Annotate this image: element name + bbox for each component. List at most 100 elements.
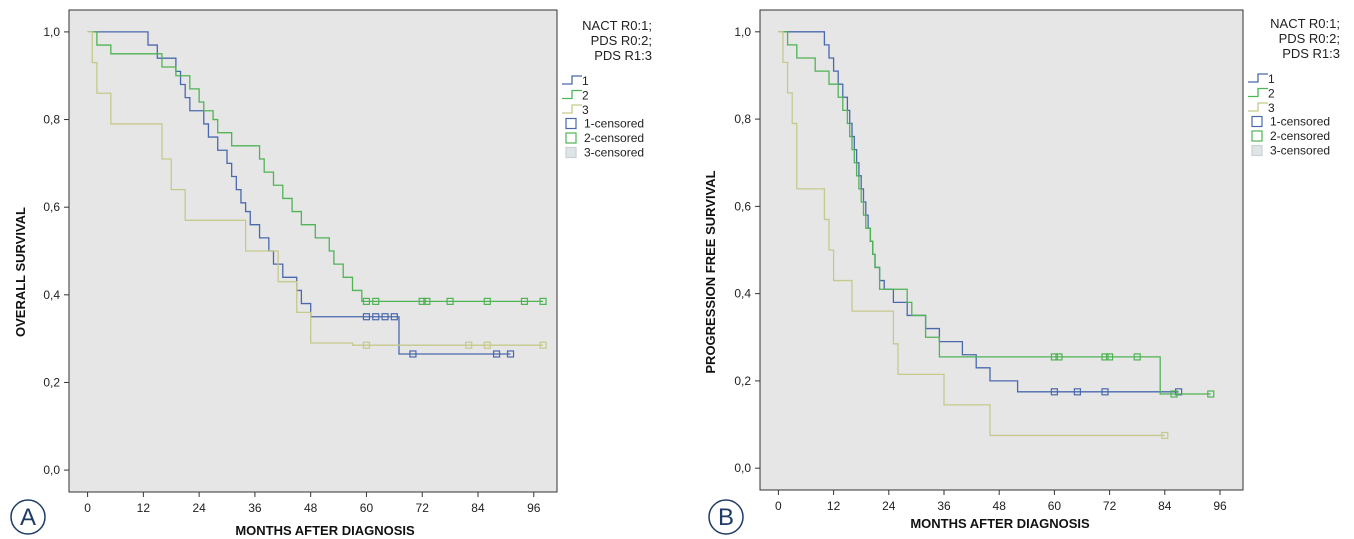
- series-1-censored-mark: [372, 313, 380, 321]
- legend-censored-box-1: [565, 117, 577, 130]
- series-3-line: [778, 31, 1165, 437]
- series-3-line: [87, 31, 544, 346]
- series-1-line: [87, 31, 511, 355]
- series-2-censored-mark: [423, 297, 431, 305]
- series-2-censored-mark: [418, 297, 426, 305]
- x-tick-label: 72: [1103, 499, 1117, 513]
- x-tick-label: 12: [137, 501, 151, 515]
- series-2-censored-mark: [1133, 353, 1141, 361]
- panel-badge-circle: [708, 499, 744, 535]
- plot-area: [68, 9, 558, 493]
- y-axis-title: PROGRESSION FREE SURVIVAL: [703, 170, 718, 373]
- legend-label-2: 2: [1268, 87, 1275, 101]
- x-tick-label: 0: [84, 501, 91, 515]
- x-tick-label: 84: [471, 501, 485, 515]
- legend-line-2: [562, 89, 582, 100]
- y-tick-label: 0,2: [734, 374, 751, 388]
- x-tick-label: 0: [775, 499, 782, 513]
- series-1-censored-mark: [1101, 388, 1109, 396]
- series-2-censored-mark: [1101, 353, 1109, 361]
- series-2-censored-mark: [362, 297, 371, 305]
- x-tick-label: 60: [360, 501, 374, 515]
- y-tick-label: 1,0: [43, 25, 60, 39]
- series-1-censored-mark: [1073, 388, 1082, 396]
- series-2-censored-mark: [1170, 390, 1178, 398]
- y-tick-label: 0,2: [43, 375, 60, 389]
- x-axis-title: MONTHS AFTER DIAGNOSIS: [235, 523, 415, 538]
- x-axis-title: MONTHS AFTER DIAGNOSIS: [910, 516, 1090, 531]
- x-tick-label: 36: [937, 499, 951, 513]
- legend-title-line: PDS R1:3: [1282, 46, 1340, 61]
- series-2-censored-mark: [1207, 390, 1215, 398]
- legend-line-3: [1248, 102, 1268, 112]
- y-tick-label: 0,6: [43, 200, 60, 214]
- series-1-censored-mark: [390, 313, 398, 321]
- legend-censored-label-2: 2-censored: [1270, 129, 1330, 143]
- panel-badge-label: A: [20, 504, 36, 531]
- y-tick-label: 0,0: [43, 463, 60, 477]
- legend-censored-box-2: [1251, 130, 1263, 142]
- series-3-censored-mark: [483, 341, 491, 349]
- legend-title-line: PDS R0:2;: [591, 33, 652, 48]
- legend-line-1: [1248, 73, 1268, 83]
- x-tick-label: 96: [527, 501, 541, 515]
- series-1-censored-mark: [409, 350, 417, 358]
- x-tick-label: 84: [1158, 499, 1172, 513]
- series-2-censored-mark: [372, 297, 380, 305]
- series-2-censored-mark: [1105, 353, 1114, 361]
- series-1-censored-mark: [1050, 388, 1059, 396]
- legend-censored-label-3: 3-censored: [1270, 144, 1330, 158]
- legend-censored-box-2: [565, 132, 577, 144]
- legend-label-3: 3: [1268, 101, 1275, 115]
- x-tick-label: 24: [882, 499, 896, 513]
- panel-b-progression-free-survival: 0,0 0,2 0,4 0,6 0,8 1,0 0 12 24 36 48 60 72 84 96 MONTH…: [703, 9, 1340, 535]
- x-tick-label: 48: [304, 501, 318, 515]
- series-3-censored-mark: [465, 341, 473, 349]
- series-2-censored-mark: [446, 297, 454, 305]
- legend-censored-label-3: 3-censored: [584, 146, 644, 160]
- series-1-censored-mark: [362, 313, 371, 321]
- series-3-censored-mark: [362, 341, 371, 349]
- panel-badge-label: B: [718, 504, 734, 531]
- legend-line-2: [1248, 87, 1268, 98]
- x-tick-label: 60: [1048, 499, 1062, 513]
- series-2-censored-mark: [483, 297, 491, 305]
- legend-label-1: 1: [1268, 72, 1275, 86]
- legend-title-line: NACT R0:1;: [582, 18, 652, 33]
- series-1-censored-mark: [381, 313, 389, 321]
- panel-badge-circle: [10, 499, 46, 535]
- series-2-censored-mark: [520, 297, 529, 305]
- legend-label-1: 1: [582, 74, 589, 88]
- x-tick-label: 12: [827, 499, 841, 513]
- y-axis-title: OVERALL SURVIVAL: [13, 207, 28, 337]
- series-3-censored-mark: [1161, 431, 1169, 440]
- y-tick-label: 0,6: [734, 199, 751, 213]
- x-tick-label: 48: [993, 499, 1007, 513]
- series-2-line: [778, 31, 1211, 395]
- y-tick-label: 0,4: [734, 287, 751, 301]
- legend-title-line: NACT R0:1;: [1270, 16, 1340, 31]
- legend-censored-box-3: [565, 146, 577, 159]
- x-tick-label: 24: [192, 501, 206, 515]
- legend-censored-label-1: 1-censored: [584, 117, 644, 131]
- series-1-censored-mark: [506, 350, 515, 358]
- series-2-line: [87, 31, 544, 303]
- legend-line-3: [562, 104, 582, 114]
- series-3-censored-mark: [539, 341, 547, 349]
- legend-title-line: PDS R1:3: [594, 48, 652, 63]
- x-tick-label: 36: [248, 501, 262, 515]
- legend-label-2: 2: [582, 89, 589, 103]
- series-2-censored-mark: [1050, 353, 1059, 361]
- y-tick-label: 0,0: [734, 461, 751, 475]
- series-2-censored-mark: [1055, 353, 1063, 361]
- y-tick-label: 0,8: [43, 113, 60, 127]
- x-tick-label: 96: [1213, 499, 1227, 513]
- legend-censored-box-3: [1251, 144, 1263, 157]
- legend-line-1: [562, 75, 582, 85]
- series-2-censored-mark: [539, 297, 547, 305]
- series-1-censored-mark: [1174, 388, 1183, 396]
- legend-title-line: PDS R0:2;: [1279, 31, 1340, 46]
- plot-area: [759, 9, 1244, 491]
- y-tick-label: 1,0: [734, 25, 751, 39]
